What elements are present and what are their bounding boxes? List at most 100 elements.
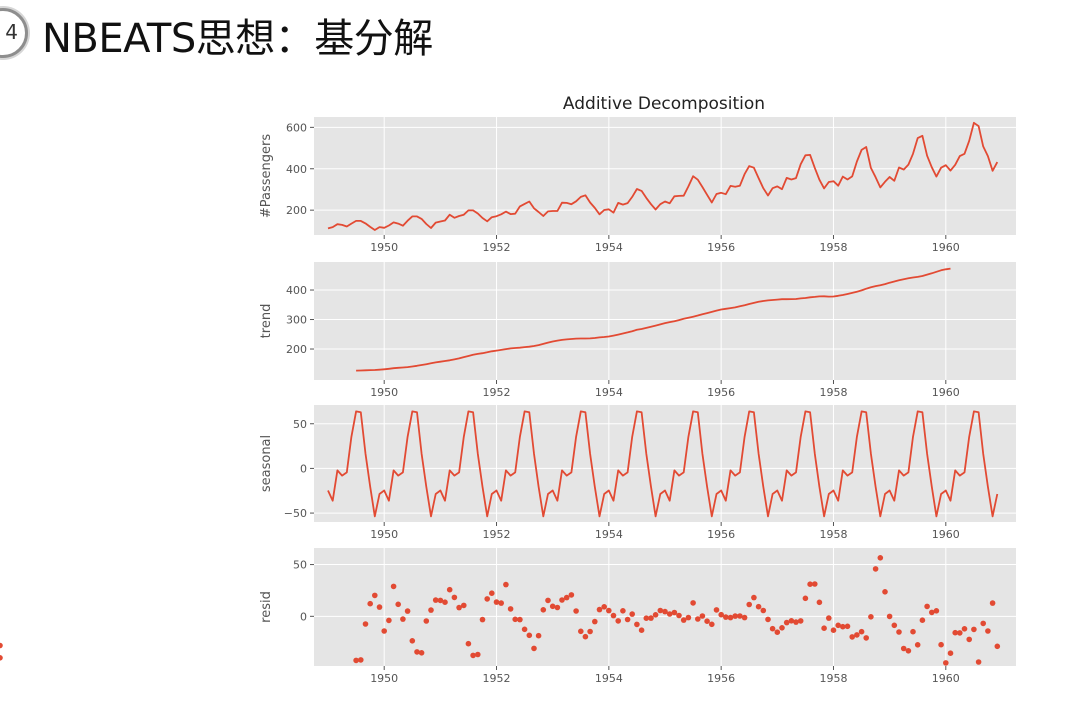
resid-point	[582, 633, 589, 640]
panel-seasonal: 1950 1952 1954 1956 1958 1960 −50 0 50 seasonal	[259, 405, 1016, 541]
resid-point	[423, 618, 430, 624]
resid-point	[381, 628, 388, 634]
resid-point	[498, 600, 505, 606]
resid-point	[446, 586, 453, 593]
x-tick-label: 1956	[707, 528, 735, 541]
resid-point	[797, 618, 804, 624]
resid-point	[816, 599, 823, 606]
resid-point	[933, 608, 940, 614]
resid-point	[615, 618, 621, 624]
resid-point	[400, 616, 406, 622]
y-tick-label: 50	[293, 559, 307, 572]
resid-point	[563, 594, 570, 601]
resid-point	[947, 650, 954, 656]
resid-point	[461, 602, 467, 609]
resid-point	[568, 592, 575, 598]
resid-point	[868, 614, 874, 620]
resid-point	[765, 616, 771, 623]
x-tick-label: 1950	[370, 241, 398, 254]
resid-point	[353, 657, 359, 664]
x-tick-label: 1960	[932, 672, 960, 685]
resid-point	[929, 609, 935, 616]
resid-point	[751, 594, 757, 601]
resid-point	[526, 632, 533, 639]
resid-point	[390, 583, 397, 590]
resid-point	[699, 613, 706, 619]
resid-point	[849, 634, 855, 640]
resid-point	[835, 622, 841, 629]
resid-point	[727, 614, 734, 621]
resid-point	[489, 590, 495, 596]
y-tick-label: 300	[286, 314, 307, 327]
resid-point	[432, 597, 439, 603]
resid-point	[507, 606, 514, 612]
resid-point	[723, 614, 729, 620]
resid-point	[769, 625, 776, 632]
resid-point	[554, 604, 561, 611]
resid-point	[428, 607, 434, 613]
resid-point	[512, 616, 518, 623]
resid-point	[465, 640, 472, 647]
resid-point	[961, 626, 968, 632]
resid-point	[503, 581, 509, 588]
x-tick-label: 1960	[932, 528, 960, 541]
resid-point	[826, 615, 832, 621]
resid-point	[896, 629, 902, 635]
y-axis-label: #Passengers	[259, 134, 274, 218]
resid-point	[858, 628, 865, 635]
x-tick-label: 1952	[483, 672, 511, 685]
resid-point	[456, 604, 462, 611]
resid-point	[418, 650, 425, 656]
y-tick-label: 200	[286, 204, 307, 217]
panel-background	[314, 405, 1016, 522]
resid-point	[386, 617, 392, 624]
resid-point	[863, 635, 869, 641]
resid-point	[540, 607, 547, 613]
resid-point	[358, 657, 364, 663]
resid-point	[470, 652, 476, 659]
y-tick-label: 50	[293, 418, 307, 431]
series-line-seasonal	[327, 410, 999, 518]
y-tick-label: 400	[286, 163, 307, 176]
resid-point	[671, 609, 678, 616]
resid-point	[606, 607, 612, 614]
resid-point	[395, 601, 402, 608]
x-tick-label: 1954	[595, 386, 623, 399]
y-axis-label: resid	[259, 591, 274, 623]
y-tick-label: 200	[286, 343, 307, 356]
resid-point	[914, 642, 921, 648]
resid-point	[877, 555, 884, 561]
resid-point	[676, 612, 682, 619]
resid-point	[549, 603, 556, 610]
panel-passengers: 1950 1952 1954 1956 1958 1960 200 400 600 #Passen…	[259, 117, 1016, 254]
resid-point	[971, 626, 977, 633]
x-tick-label: 1950	[370, 528, 398, 541]
y-axis-label: seasonal	[259, 435, 274, 492]
series-line-passengers	[327, 121, 999, 231]
resid-point	[713, 607, 720, 613]
resid-point	[657, 607, 664, 614]
resid-point	[989, 600, 996, 606]
resid-point	[774, 629, 781, 635]
resid-point	[830, 627, 837, 633]
resid-point	[980, 620, 986, 627]
slide-number: 4	[5, 20, 18, 44]
resid-point	[886, 613, 893, 620]
resid-point	[709, 621, 715, 628]
resid-point	[493, 599, 500, 605]
resid-point	[924, 603, 930, 610]
resid-point	[732, 613, 738, 619]
resid-point	[783, 619, 790, 626]
resid-point	[919, 617, 926, 623]
resid-point	[891, 622, 898, 629]
y-tick-label: 0	[300, 462, 307, 475]
resid-point	[648, 615, 654, 621]
resid-point	[966, 636, 972, 643]
resid-point	[690, 600, 696, 606]
resid-point	[414, 649, 420, 655]
resid-point	[376, 604, 383, 610]
resid-point	[479, 616, 486, 623]
panel-background	[314, 548, 1016, 666]
resid-point	[367, 600, 374, 607]
